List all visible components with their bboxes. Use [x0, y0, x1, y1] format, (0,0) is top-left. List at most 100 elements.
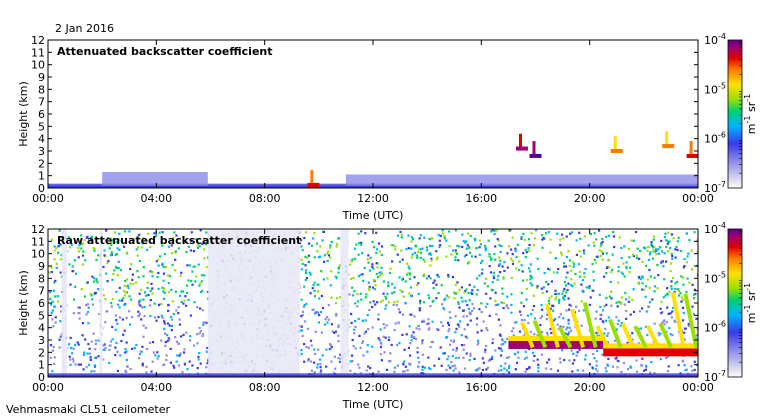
noise-cell [499, 334, 502, 337]
noise-cell [533, 354, 536, 357]
noise-cell [418, 307, 421, 310]
y-axis-label: Height (km) [17, 81, 30, 147]
noise-cell [404, 301, 407, 304]
noise-cell [320, 270, 323, 273]
noise-cell [97, 254, 100, 257]
noise-cell [506, 337, 509, 341]
noise-cell [583, 235, 586, 238]
noise-cell [315, 242, 319, 245]
noise-cell [663, 323, 666, 326]
noise-cell [172, 364, 175, 367]
noise-cell [106, 242, 110, 245]
noise-cell [431, 237, 434, 240]
noise-cell [157, 316, 160, 319]
noise-cell [191, 364, 194, 367]
noise-cell [90, 370, 93, 373]
noise-cell [588, 286, 591, 290]
noise-cell [180, 300, 183, 303]
noise-cell [523, 319, 526, 322]
noise-cell [116, 369, 119, 372]
noise-cell [140, 288, 143, 291]
noise-cell [447, 274, 450, 277]
noise-cell [300, 268, 303, 271]
noise-cell [177, 364, 181, 367]
noise-cell [646, 333, 649, 337]
noise-cell [171, 263, 174, 266]
noise-cell [361, 273, 364, 276]
noise-cell [515, 321, 518, 324]
noise-cell [416, 256, 419, 259]
noise-cell [54, 316, 57, 319]
noise-cell [509, 229, 512, 232]
noise-cell [608, 234, 611, 237]
noise-cell [385, 297, 388, 300]
noise-cell [308, 261, 311, 264]
noise-cell [199, 330, 202, 333]
noise-cell [421, 365, 424, 368]
noise-cell [326, 277, 329, 280]
noise-cell [72, 312, 75, 315]
noise-cell [598, 229, 601, 232]
noise-cell [108, 361, 111, 364]
noise-cell [316, 363, 319, 366]
noise-cell [502, 307, 505, 310]
noise-cell [301, 310, 304, 313]
noise-cell [197, 355, 200, 358]
noise-cell [555, 292, 558, 296]
noise-cell [667, 365, 670, 368]
noise-cell [696, 239, 698, 242]
noise-cell [522, 305, 525, 308]
noise-cell [471, 309, 474, 312]
noise-cell [443, 237, 446, 240]
noise-cell [435, 250, 438, 253]
noise-cell [389, 352, 392, 355]
noise-cell [51, 370, 54, 373]
noise-cell [558, 300, 561, 303]
noise-cell [497, 275, 500, 278]
noise-cell [503, 261, 506, 264]
noise-cell [326, 259, 329, 262]
noise-cell [421, 320, 424, 323]
noise-cell [191, 270, 194, 273]
noise-cell [529, 274, 532, 278]
cloud-base-band [603, 348, 698, 357]
noise-cell [639, 249, 642, 253]
noise-cell [620, 321, 623, 325]
noise-cell [606, 334, 609, 337]
noise-cell [329, 284, 332, 287]
noise-cell [682, 319, 685, 322]
noise-cell [686, 277, 689, 280]
noise-cell [463, 328, 466, 331]
noise-cell [516, 243, 519, 246]
noise-cell [668, 326, 671, 330]
noise-cell [68, 355, 71, 358]
noise-cell [157, 271, 160, 275]
noise-cell [417, 356, 420, 359]
noise-cell [651, 298, 654, 301]
noise-cell [382, 292, 385, 295]
noise-cell [409, 286, 412, 289]
noise-cell [200, 280, 203, 283]
noise-cell [196, 243, 200, 246]
cloud-streaks [520, 291, 698, 349]
noise-cell [80, 234, 83, 237]
noise-cell [574, 272, 577, 276]
noise-cell [59, 320, 62, 323]
cloud-streak [520, 321, 535, 349]
noise-cell [318, 358, 322, 361]
noise-cell [70, 346, 73, 350]
noise-cell [412, 331, 415, 334]
noise-cell [666, 292, 669, 295]
noise-cell [332, 371, 335, 375]
noise-cell [486, 302, 489, 306]
noise-cell [475, 293, 478, 296]
noise-cell [468, 311, 471, 314]
noise-cell [118, 306, 121, 309]
noise-cell [455, 347, 458, 350]
noise-cell [494, 258, 497, 261]
noise-cell [461, 233, 464, 236]
noise-cell [584, 358, 587, 361]
noise-cell [494, 300, 497, 303]
noise-cell [695, 334, 698, 337]
noise-cell [539, 324, 542, 327]
